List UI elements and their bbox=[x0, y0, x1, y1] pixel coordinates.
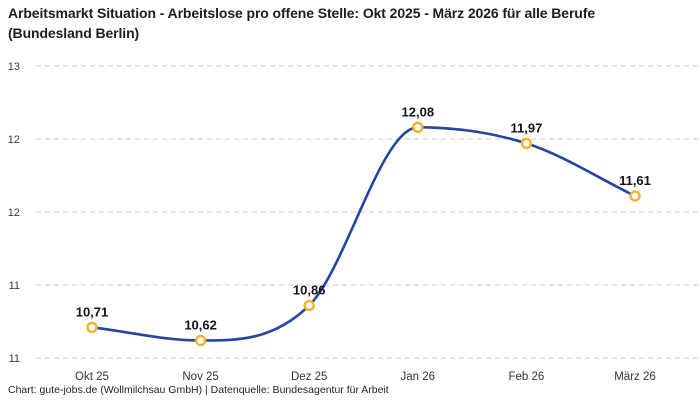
x-axis-tick-label: Nov 25 bbox=[182, 371, 218, 383]
data-point-marker bbox=[303, 299, 315, 312]
y-axis-tick-label: 11 bbox=[9, 280, 20, 292]
data-point-marker bbox=[194, 334, 207, 347]
x-axis-tick-label: März 26 bbox=[614, 371, 656, 383]
data-point-value-label: 11,61 bbox=[619, 173, 651, 188]
data-point-value-label: 10,62 bbox=[184, 317, 217, 332]
data-point-value-label: 10,71 bbox=[76, 304, 109, 319]
x-axis-tick-label: Okt 25 bbox=[75, 371, 109, 383]
y-axis-tick-label: 11 bbox=[9, 353, 20, 365]
y-axis-tick-label: 12 bbox=[8, 207, 20, 219]
chart-title: Arbeitsmarkt Situation - Arbeitslose pro… bbox=[8, 5, 596, 41]
data-point-value-label: 12,08 bbox=[402, 104, 435, 119]
data-point-marker bbox=[520, 137, 533, 150]
x-axis-tick-label: Feb 26 bbox=[508, 371, 544, 383]
y-axis-tick-label: 12 bbox=[8, 134, 20, 146]
x-axis-tick-label: Jan 26 bbox=[401, 371, 436, 383]
data-point-value-label: 10,86 bbox=[293, 282, 326, 297]
series-line bbox=[90, 126, 637, 342]
data-point-marker bbox=[629, 190, 641, 202]
data-point-value-label: 11,97 bbox=[510, 120, 542, 135]
data-point-marker bbox=[86, 321, 98, 334]
data-point-marker bbox=[412, 121, 424, 134]
y-axis-tick-label: 13 bbox=[8, 61, 20, 73]
chart-credit: Chart: gute-jobs.de (Wollmilchsau GmbH) … bbox=[8, 384, 389, 396]
x-axis-tick-label: Dez 25 bbox=[291, 371, 327, 383]
